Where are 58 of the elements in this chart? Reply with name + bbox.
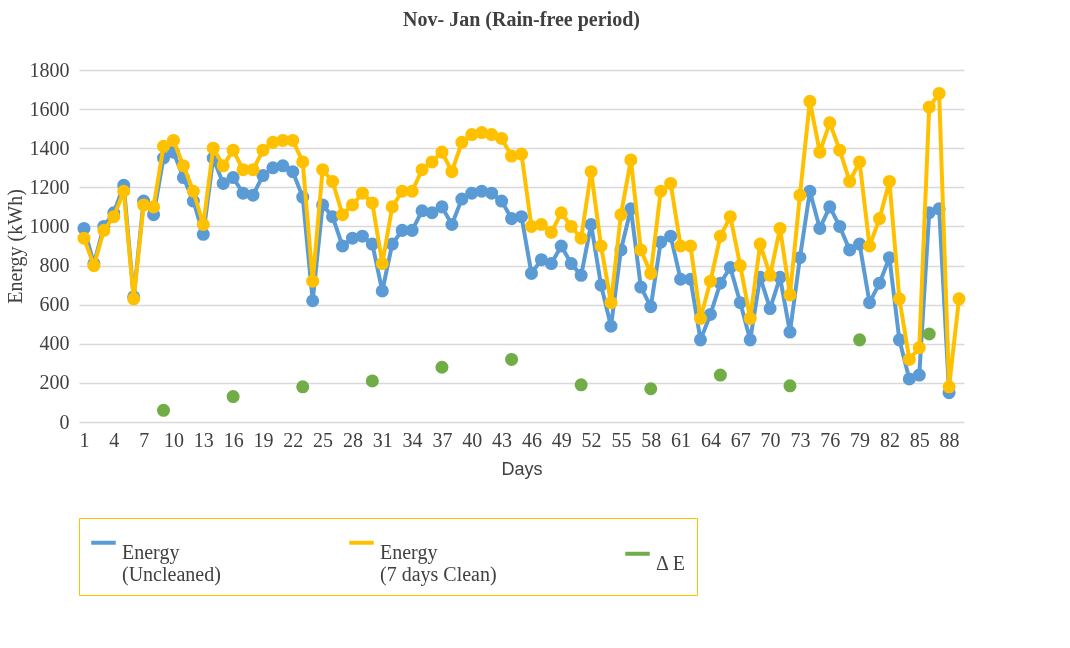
x-tick-label: 19 [253, 428, 274, 451]
y-tick-label: 1000 [29, 214, 70, 237]
y-tick-label: 0 [59, 410, 70, 433]
x-tick-label: 31 [372, 428, 393, 451]
x-tick-label: 1 [79, 428, 90, 451]
x-axis-title: Days [501, 458, 543, 479]
x-tick-label: 7 [139, 428, 150, 451]
x-tick-label: 82 [879, 428, 900, 451]
x-tick-label: 52 [581, 428, 602, 451]
x-tick-label: 73 [790, 428, 811, 451]
point [713, 368, 727, 382]
x-tick-label: 4 [109, 428, 120, 451]
x-tick-label: 28 [342, 428, 363, 451]
x-tick-label: 76 [820, 428, 841, 451]
y-axis-title: Energy (kWh) [3, 189, 27, 304]
legend-label: Energy (7 days Clean) [380, 540, 497, 586]
point [853, 333, 867, 347]
point [922, 327, 936, 341]
x-tick-label: 61 [671, 428, 692, 451]
y-tick-label: 1800 [29, 58, 70, 81]
x-tick-label: 58 [641, 428, 662, 451]
x-tick-label: 49 [551, 428, 572, 451]
point [644, 382, 658, 396]
x-tick-label: 10 [163, 428, 184, 451]
x-tick-label: 16 [223, 428, 244, 451]
x-tick-label: 40 [462, 428, 483, 451]
point [435, 360, 449, 374]
legend-label: Δ E [656, 551, 685, 574]
y-tick-label: 1600 [29, 97, 70, 120]
x-tick-label: 79 [850, 428, 871, 451]
y-tick-label: 400 [39, 332, 70, 355]
x-tick-label: 88 [939, 428, 960, 451]
x-tick-label: 34 [402, 428, 423, 451]
x-tick-label: 67 [730, 428, 751, 451]
point [574, 378, 588, 392]
y-tick-label: 600 [39, 293, 70, 316]
x-tick-label: 22 [283, 428, 304, 451]
x-tick-label: 37 [432, 428, 453, 451]
point [296, 380, 310, 394]
x-tick-label: 43 [492, 428, 513, 451]
chart-title: Nov- Jan (Rain-free period) [403, 8, 640, 31]
point [365, 374, 379, 388]
x-tick-label: 25 [313, 428, 334, 451]
point [157, 403, 171, 417]
y-tick-label: 1200 [29, 175, 70, 198]
point [783, 379, 797, 393]
x-tick-label: 64 [700, 428, 721, 451]
legend-label: Energy (Uncleaned) [122, 540, 221, 586]
point [226, 390, 240, 404]
x-tick-label: 70 [760, 428, 781, 451]
point [505, 352, 519, 366]
x-tick-label: 85 [909, 428, 930, 451]
y-tick-label: 800 [39, 254, 70, 277]
x-tick-label: 13 [193, 428, 214, 451]
x-tick-label: 55 [611, 428, 632, 451]
y-tick-label: 1400 [29, 136, 70, 159]
x-tick-label: 46 [521, 428, 542, 451]
y-tick-label: 200 [39, 371, 70, 394]
